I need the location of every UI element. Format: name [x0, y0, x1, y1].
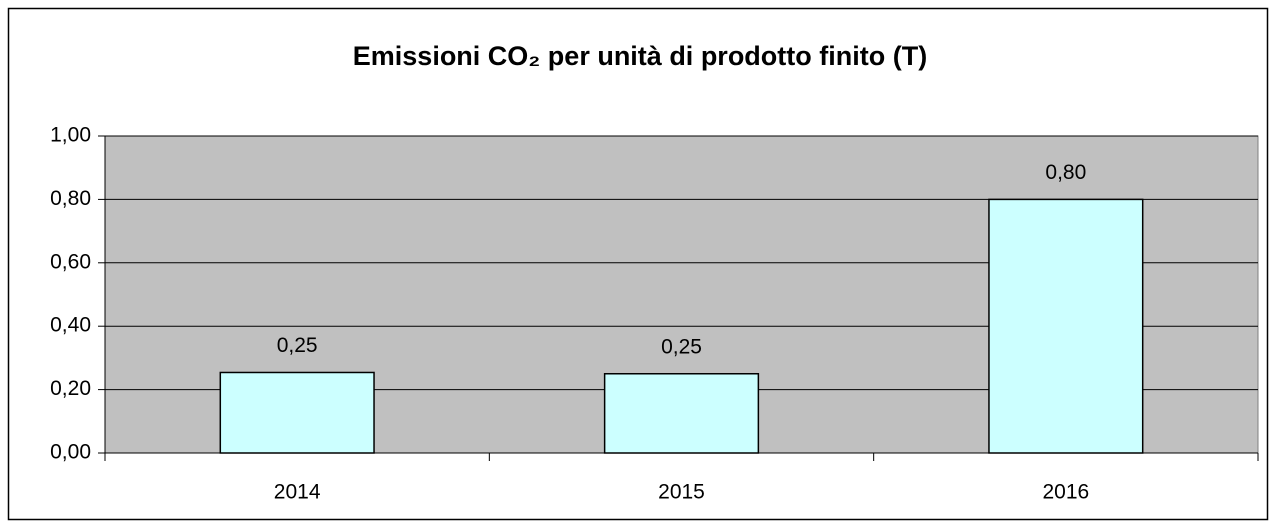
y-tick-label: 0,60: [50, 250, 91, 273]
x-tick-label: 2015: [658, 481, 705, 504]
y-tick-label: 0,00: [50, 441, 91, 464]
data-label: 0,25: [661, 335, 702, 358]
y-tick-label: 0,80: [50, 187, 91, 210]
x-tick-label: 2016: [1042, 481, 1089, 504]
chart-title: Emissioni CO₂ per unità di prodotto fini…: [353, 41, 927, 71]
y-tick-label: 0,20: [50, 377, 91, 400]
bar: [988, 198, 1144, 454]
bar: [603, 373, 760, 454]
bar: [219, 371, 375, 454]
y-tick-label: 1,00: [50, 124, 91, 147]
data-label: 0,25: [277, 334, 318, 357]
data-label: 0,80: [1045, 161, 1086, 184]
y-tick-label: 0,40: [50, 314, 91, 337]
x-tick-label: 2014: [274, 481, 321, 504]
